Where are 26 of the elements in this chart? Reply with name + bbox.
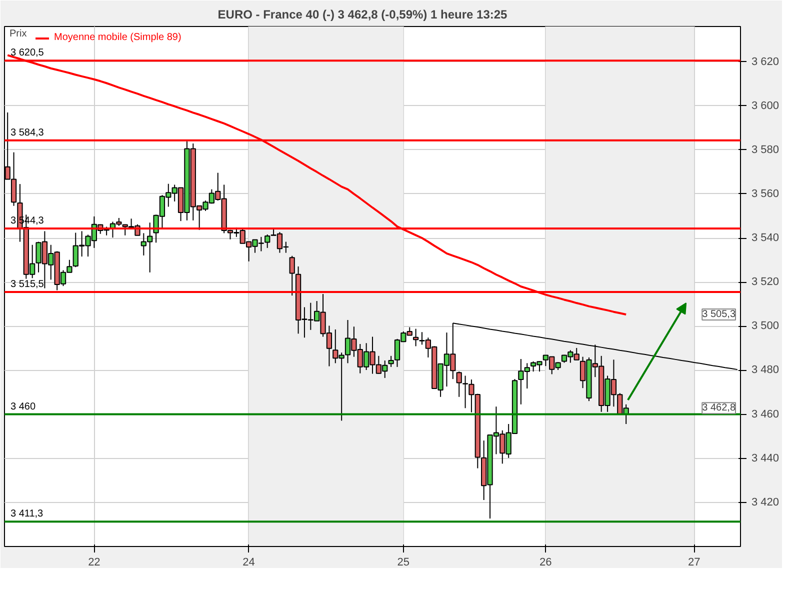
y-tick-label: 3 620 [752, 56, 780, 68]
candlestick [289, 255, 295, 296]
y-tick-label: 3 420 [752, 496, 780, 508]
ref-line-label: 3 411,3 [10, 508, 44, 520]
legend-label: Moyenne mobile (Simple 89) [54, 32, 182, 43]
x-tick-label: 22 [88, 556, 100, 568]
ref-line-label: 3 515,5 [10, 279, 44, 290]
y-tick-label: 3 480 [752, 364, 780, 376]
ref-line-label: 3 620,5 [10, 48, 44, 59]
x-tick-label: 25 [397, 556, 410, 568]
x-tick-label: 26 [540, 556, 552, 568]
x-tick-label: 27 [688, 556, 700, 568]
y-tick-label: 3 540 [752, 232, 780, 244]
ref-line-label: 3 584,3 [10, 127, 44, 138]
y-tick-label: 3 520 [752, 276, 780, 288]
y-tick-label: 3 500 [752, 320, 780, 332]
y-tick-label: 3 600 [752, 100, 780, 112]
chart-title: EURO - France 40 (-) 3 462,8 (-0,59%) 1 heure 13:25 [218, 8, 508, 22]
y-tick-label: 3 460 [752, 408, 780, 420]
x-tick-label: 24 [242, 556, 255, 568]
y-tick-label: 3 440 [752, 452, 780, 464]
ref-line-label: 3 460 [10, 401, 36, 412]
y-tick-label: 3 560 [752, 188, 780, 200]
candlestick [412, 328, 419, 347]
y-axis-title: Prix [10, 28, 27, 40]
y-tick-label: 3 580 [752, 144, 780, 156]
